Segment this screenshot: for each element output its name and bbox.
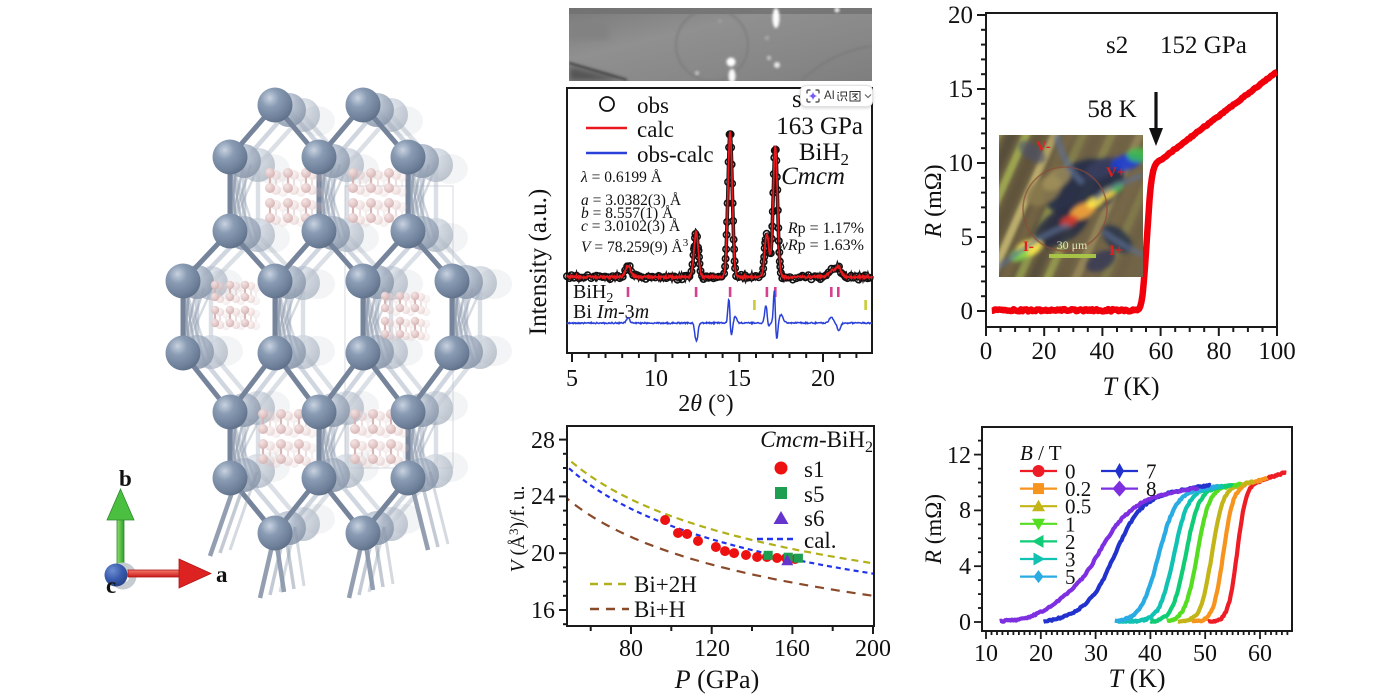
svg-text:20: 20	[948, 2, 973, 29]
svg-text:80: 80	[619, 636, 643, 662]
svg-text:5: 5	[961, 224, 974, 251]
svg-text:R (mΩ): R (mΩ)	[921, 164, 947, 238]
svg-text:V-: V-	[1036, 139, 1051, 155]
svg-text:8: 8	[1146, 477, 1157, 501]
svg-text:16: 16	[531, 598, 555, 624]
svg-text:28: 28	[531, 428, 555, 454]
svg-text:Intensity (a.u.): Intensity (a.u.)	[525, 189, 552, 335]
svg-text:R (mΩ): R (mΩ)	[921, 494, 946, 565]
svg-text:12: 12	[947, 443, 971, 469]
svg-text:0.5: 0.5	[1065, 495, 1091, 519]
svg-text:20: 20	[811, 366, 835, 392]
svg-text:BiH2: BiH2	[573, 281, 613, 306]
svg-text:I+: I+	[1109, 243, 1123, 259]
svg-text:100: 100	[1258, 338, 1296, 365]
svg-text:obs-calc: obs-calc	[637, 142, 714, 167]
svg-text:15: 15	[948, 76, 973, 103]
svg-text:30 μm: 30 μm	[1057, 238, 1088, 252]
svg-text:Bi Im-3m: Bi Im-3m	[573, 301, 649, 323]
svg-text:s2: s2	[1106, 32, 1128, 59]
svg-text:P (GPa): P (GPa)	[674, 665, 759, 694]
svg-text:0: 0	[961, 298, 974, 325]
svg-text:60: 60	[1149, 338, 1174, 365]
svg-text:4: 4	[959, 554, 971, 580]
svg-text:s5: s5	[804, 482, 824, 507]
svg-text:80: 80	[1207, 338, 1232, 365]
svg-text:a = 3.0382(3) Å: a = 3.0382(3) Å	[581, 192, 682, 209]
svg-text:10: 10	[948, 150, 973, 177]
svg-text:Rp = 1.17%: Rp = 1.17%	[787, 220, 864, 237]
svg-text:50: 50	[1193, 641, 1217, 667]
svg-text:b = 8.557(1) Å: b = 8.557(1) Å	[581, 205, 674, 222]
svg-text:160: 160	[774, 636, 810, 662]
svg-text:c: c	[106, 573, 116, 598]
svg-text:5: 5	[566, 366, 578, 392]
svg-text:58 K: 58 K	[1087, 96, 1136, 123]
svg-text:163 GPa: 163 GPa	[776, 113, 863, 140]
svg-text:Bi+2H: Bi+2H	[634, 572, 697, 597]
svg-text:obs: obs	[637, 93, 669, 118]
svg-text:λ = 0.6199 Å: λ = 0.6199 Å	[580, 169, 663, 186]
svg-text:200: 200	[855, 636, 891, 662]
svg-text:B / T: B / T	[1020, 441, 1062, 465]
svg-text:8: 8	[959, 498, 971, 524]
svg-text:20: 20	[1029, 641, 1053, 667]
svg-text:10: 10	[644, 366, 668, 392]
svg-text:60: 60	[1248, 641, 1272, 667]
svg-text:T (K): T (K)	[1102, 372, 1159, 401]
svg-text:b: b	[119, 466, 132, 491]
svg-text:calc: calc	[637, 117, 674, 142]
svg-text:a: a	[216, 562, 228, 587]
svg-text:s6: s6	[804, 506, 824, 531]
svg-text:24: 24	[531, 484, 555, 510]
svg-text:7: 7	[1146, 460, 1157, 484]
svg-text:1: 1	[1065, 512, 1076, 536]
svg-text:cal.: cal.	[804, 528, 837, 553]
svg-text:s: s	[792, 86, 802, 113]
svg-text:5: 5	[1065, 565, 1076, 589]
svg-text:Bi+H: Bi+H	[634, 597, 685, 622]
svg-text:Cmcm: Cmcm	[781, 163, 845, 190]
svg-text:T (K): T (K)	[1108, 664, 1165, 693]
svg-text:20: 20	[1032, 338, 1057, 365]
svg-text:2: 2	[1065, 530, 1076, 554]
svg-text:s1: s1	[804, 457, 824, 482]
svg-text:30: 30	[1084, 641, 1108, 667]
svg-text:c = 3.0102(3) Å: c = 3.0102(3) Å	[581, 218, 681, 235]
svg-text:15: 15	[727, 366, 751, 392]
svg-text:3: 3	[1065, 548, 1076, 572]
svg-text:0: 0	[1065, 460, 1076, 484]
svg-text:152 GPa: 152 GPa	[1160, 32, 1247, 59]
svg-text:V+: V+	[1106, 165, 1125, 181]
svg-text:Cmcm-BiH2: Cmcm-BiH2	[760, 427, 873, 456]
svg-text:40: 40	[1138, 641, 1162, 667]
svg-text:0: 0	[959, 610, 971, 636]
svg-text:0: 0	[980, 338, 993, 365]
svg-text:I-: I-	[1023, 239, 1034, 255]
svg-text:2θ (°): 2θ (°)	[678, 391, 733, 417]
svg-text:40: 40	[1090, 338, 1115, 365]
svg-text:20: 20	[531, 541, 555, 567]
svg-text:0.2: 0.2	[1065, 477, 1091, 501]
svg-text:120: 120	[694, 636, 730, 662]
svg-text:V = 78.259(9) Å3: V = 78.259(9) Å3	[581, 237, 689, 256]
svg-text:10: 10	[974, 641, 998, 667]
svg-text:V (Å3)/f. u.: V (Å3)/f. u.	[506, 486, 529, 573]
svg-text:wRp = 1.63%: wRp = 1.63%	[777, 237, 864, 254]
